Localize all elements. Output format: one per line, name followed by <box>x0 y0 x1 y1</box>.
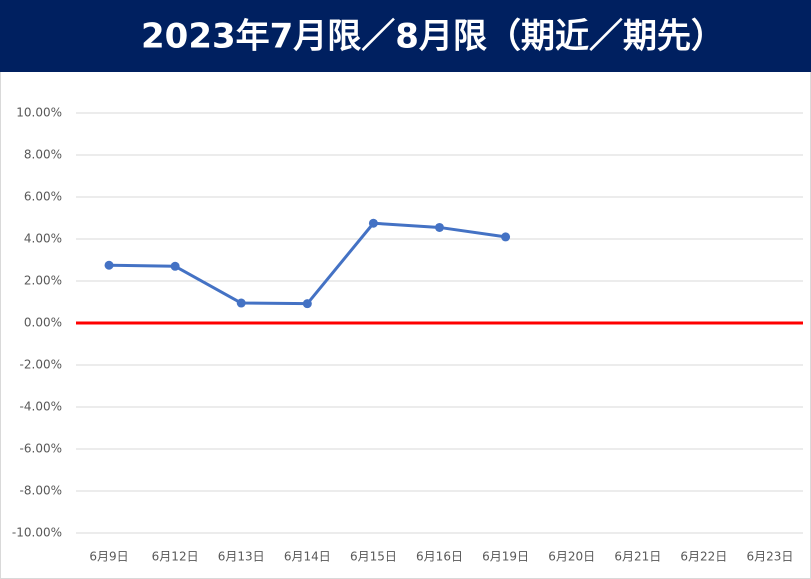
x-tick-label: 6月12日 <box>152 550 199 564</box>
y-tick-label: -6.00% <box>20 442 62 456</box>
y-tick-label: -2.00% <box>20 358 62 372</box>
y-tick-label: 6.00% <box>24 190 62 204</box>
data-point <box>236 298 246 308</box>
y-tick-label: 4.00% <box>24 232 62 246</box>
x-tick-label: 6月16日 <box>416 550 463 564</box>
y-tick-label: -4.00% <box>20 400 62 414</box>
data-point <box>368 218 378 228</box>
y-tick-label: 0.00% <box>24 316 62 330</box>
data-point <box>501 232 511 242</box>
y-tick-label: 2.00% <box>24 274 62 288</box>
x-tick-label: 6月20日 <box>548 550 595 564</box>
data-point <box>435 222 444 232</box>
y-tick-label: -8.00% <box>20 484 62 498</box>
x-tick-label: 6月15日 <box>350 550 397 564</box>
data-point <box>104 260 114 270</box>
x-tick-label: 6月9日 <box>89 550 128 564</box>
data-point <box>170 261 180 271</box>
x-tick-label: 6月21日 <box>614 550 661 564</box>
chart-title: 2023年7月限／8月限（期近／期先） <box>141 17 725 57</box>
x-tick-label: 6月23日 <box>747 550 794 564</box>
x-tick-label: 6月13日 <box>218 550 265 564</box>
y-tick-label: 10.00% <box>16 106 62 120</box>
title-bar <box>0 0 811 72</box>
x-tick-label: 6月19日 <box>482 550 529 564</box>
y-tick-label: 8.00% <box>24 148 62 162</box>
x-tick-label: 6月14日 <box>284 550 331 564</box>
data-point <box>302 299 312 309</box>
x-tick-label: 6月22日 <box>680 550 727 564</box>
y-tick-label: -10.00% <box>12 526 62 540</box>
